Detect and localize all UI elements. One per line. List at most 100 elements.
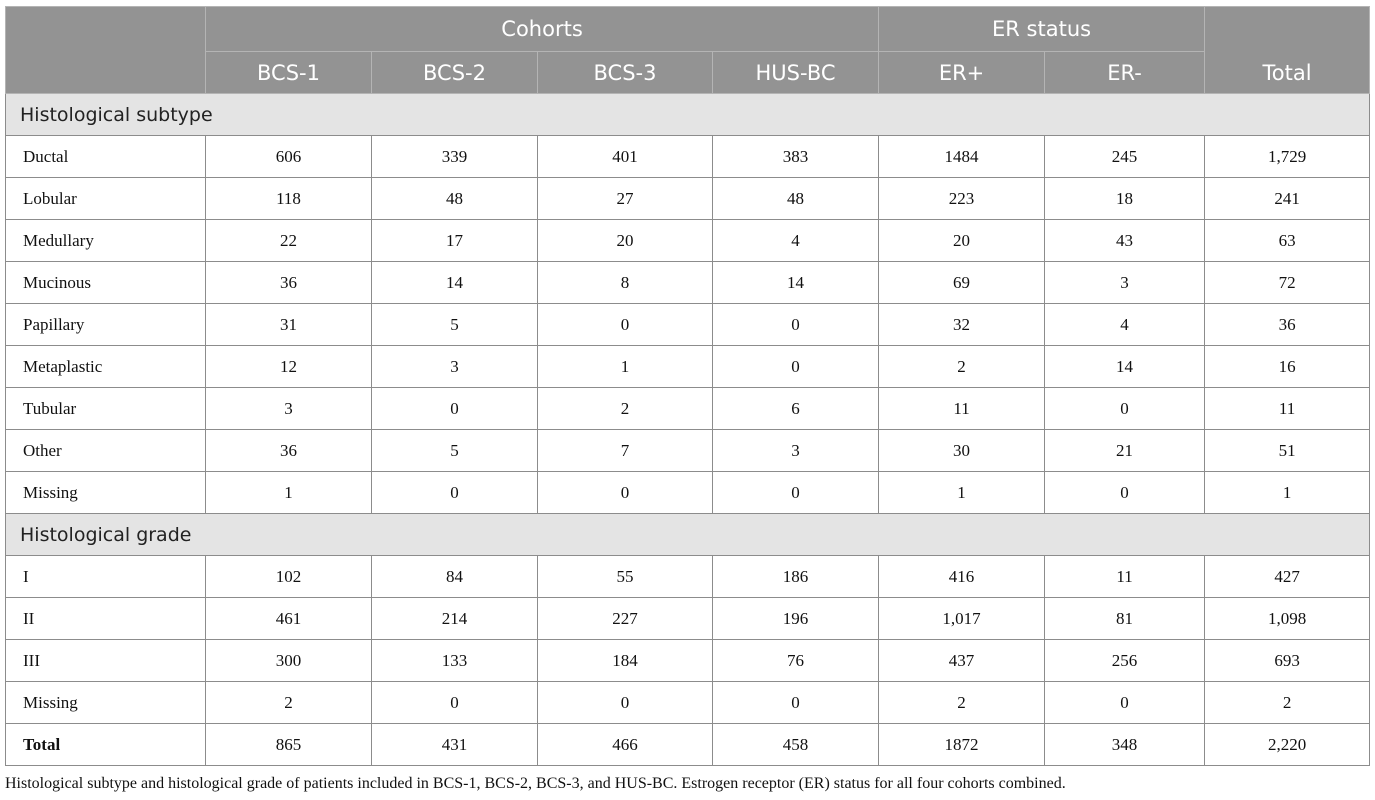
row-label: II	[5, 597, 206, 640]
table-cell: 196	[711, 597, 880, 640]
row-label: I	[5, 555, 206, 598]
header-group-er-status: ER status	[878, 6, 1206, 52]
table-cell: 8	[537, 261, 713, 304]
table-cell: 4	[711, 219, 880, 262]
row-total-cell: 2	[1204, 681, 1371, 724]
table-cell: 0	[537, 471, 713, 514]
row-total-cell: 63	[1204, 219, 1371, 262]
row-label: Other	[5, 429, 206, 472]
table-cell: 184	[537, 639, 713, 682]
table-cell: 21	[1044, 429, 1206, 472]
table-cell: 437	[878, 639, 1046, 682]
table-cell: 466	[537, 723, 713, 766]
row-label: Medullary	[5, 219, 206, 262]
row-label: Tubular	[5, 387, 206, 430]
table-cell: 3	[205, 387, 372, 430]
table-cell: 0	[711, 345, 880, 388]
row-total-cell: 241	[1204, 177, 1371, 220]
table-row: Ductal 606 339 401 383 1484 245 1,729	[5, 135, 1371, 178]
table-cell: 431	[371, 723, 538, 766]
header-col-hus-bc: HUS-BC	[711, 51, 880, 94]
row-label: Ductal	[5, 135, 206, 178]
table-cell: 20	[878, 219, 1046, 262]
table-cell: 1	[878, 471, 1046, 514]
table-cell: 2	[205, 681, 372, 724]
table-cell: 0	[537, 303, 713, 346]
row-total-cell: 51	[1204, 429, 1371, 472]
table-cell: 1	[205, 471, 372, 514]
row-label: Missing	[5, 471, 206, 514]
table-cell: 6	[711, 387, 880, 430]
table-cell: 48	[711, 177, 880, 220]
row-label: III	[5, 639, 206, 682]
table-cell: 383	[711, 135, 880, 178]
header-col-er-neg: ER-	[1044, 51, 1206, 94]
table-cell: 76	[711, 639, 880, 682]
row-total-cell: 72	[1204, 261, 1371, 304]
data-table: Cohorts ER status Total BCS-1 BCS-2 BCS-…	[4, 6, 1371, 766]
table-cell: 2	[878, 345, 1046, 388]
table-cell: 133	[371, 639, 538, 682]
table-cell: 0	[371, 471, 538, 514]
header-row-columns: BCS-1 BCS-2 BCS-3 HUS-BC ER+ ER-	[6, 51, 1370, 94]
table-cell: 3	[371, 345, 538, 388]
table-cell: 416	[878, 555, 1046, 598]
table-cell: 48	[371, 177, 538, 220]
table-cell: 36	[205, 261, 372, 304]
section-title: Histological subtype	[4, 93, 1371, 136]
table-cell: 0	[371, 681, 538, 724]
table-cell: 401	[537, 135, 713, 178]
header-col-bcs-3: BCS-3	[537, 51, 713, 94]
row-total-cell: 693	[1204, 639, 1371, 682]
table-cell: 0	[537, 681, 713, 724]
table-cell: 0	[711, 303, 880, 346]
table-cell: 0	[711, 681, 880, 724]
table-cell: 3	[1044, 261, 1206, 304]
table-cell: 461	[205, 597, 372, 640]
table-cell: 2	[878, 681, 1046, 724]
table-cell: 339	[371, 135, 538, 178]
header-row-groups: Cohorts ER status Total	[5, 6, 1371, 94]
row-total-cell: 1	[1204, 471, 1371, 514]
table-cell: 458	[711, 723, 880, 766]
table-cell: 20	[537, 219, 713, 262]
table-cell: 81	[1044, 597, 1206, 640]
table-cell: 256	[1044, 639, 1206, 682]
header-col-bcs-2: BCS-2	[371, 51, 538, 94]
row-label: Mucinous	[5, 261, 206, 304]
table-cell: 245	[1044, 135, 1206, 178]
data-table-container: Cohorts ER status Total BCS-1 BCS-2 BCS-…	[4, 6, 1371, 766]
table-row: Tubular 3 0 2 6 11 0 11	[5, 387, 1371, 430]
table-cell: 118	[205, 177, 372, 220]
table-cell: 18	[1044, 177, 1206, 220]
table-cell: 3	[711, 429, 880, 472]
table-cell: 1484	[878, 135, 1046, 178]
table-cell: 30	[878, 429, 1046, 472]
row-total-cell: 36	[1204, 303, 1371, 346]
row-total-cell: 427	[1204, 555, 1371, 598]
table-cell: 22	[205, 219, 372, 262]
table-cell: 11	[1044, 555, 1206, 598]
table-cell: 43	[1044, 219, 1206, 262]
table-cell: 5	[371, 303, 538, 346]
table-cell: 5	[371, 429, 538, 472]
table-cell: 0	[711, 471, 880, 514]
table-cell: 12	[205, 345, 372, 388]
table-cell: 0	[371, 387, 538, 430]
table-cell: 27	[537, 177, 713, 220]
table-row: Papillary 31 5 0 0 32 4 36	[5, 303, 1371, 346]
table-cell: 1	[537, 345, 713, 388]
table-cell: 227	[537, 597, 713, 640]
row-total-cell: 1,729	[1204, 135, 1371, 178]
table-cell: 69	[878, 261, 1046, 304]
header-group-cohorts: Cohorts	[204, 6, 880, 52]
table-cell: 14	[1044, 345, 1206, 388]
table-cell: 11	[878, 387, 1046, 430]
row-total-cell: 16	[1204, 345, 1371, 388]
table-cell: 0	[1044, 471, 1206, 514]
table-cell: 0	[1044, 387, 1206, 430]
table-row: Medullary 22 17 20 4 20 43 63	[5, 219, 1371, 262]
table-cell: 186	[711, 555, 880, 598]
table-cell: 2	[537, 387, 713, 430]
section-header-row: Histological subtype	[4, 93, 1371, 136]
